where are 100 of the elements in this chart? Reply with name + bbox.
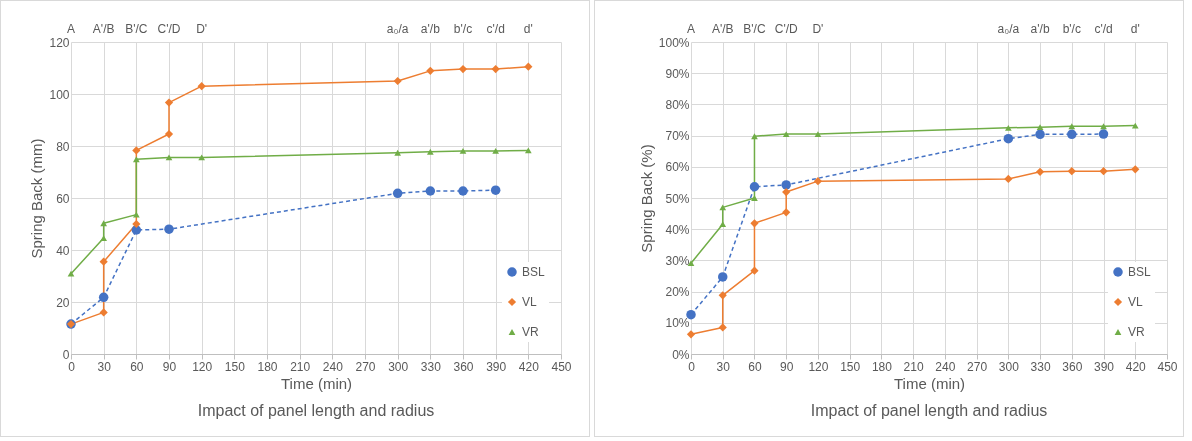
point [491, 64, 500, 74]
text: b'/c [1062, 22, 1081, 36]
point [782, 208, 791, 217]
text: d' [1130, 22, 1140, 36]
text: B'/C [743, 22, 766, 36]
text: a'/b [420, 22, 441, 36]
text: D' [812, 22, 824, 36]
point [750, 219, 759, 228]
x-tick-label: 60 [130, 359, 144, 374]
point [1035, 167, 1045, 176]
y-tick-label: 20% [665, 285, 690, 300]
point [98, 292, 109, 303]
point [1004, 174, 1013, 184]
legend-label: VL [1128, 295, 1143, 309]
y-tick-label: 30% [665, 253, 690, 268]
text: c'/d [486, 22, 505, 36]
x-tick-label: 210 [290, 359, 311, 374]
point [782, 131, 790, 137]
text: B'/C [125, 22, 148, 36]
x-tick-label: 150 [224, 359, 246, 374]
point [1036, 124, 1044, 131]
y-tick-label: 20 [56, 295, 70, 310]
point [1068, 123, 1076, 130]
x-tick-label: 180 [871, 359, 893, 374]
text: a₀/a [997, 22, 1020, 36]
point [458, 186, 468, 196]
y-tick-label: 80% [665, 97, 690, 112]
x-tick-label: 330 [420, 359, 442, 374]
point [782, 187, 791, 197]
point [165, 154, 173, 161]
point [717, 272, 728, 282]
text: A [66, 22, 76, 36]
point [164, 224, 174, 234]
y-tick-label: 60 [56, 191, 70, 206]
x-tick-label: 90 [780, 359, 794, 374]
text: d' [523, 22, 533, 36]
text: Impact of panel length and radius [197, 402, 435, 419]
x-tick-label: 450 [551, 359, 572, 374]
text: Impact of panel length and radius [810, 402, 1048, 419]
point [686, 330, 696, 339]
x-tick-label: 240 [935, 359, 956, 374]
text: b'/c [453, 22, 473, 36]
point [1067, 129, 1077, 140]
x-tick-label: 90 [162, 359, 177, 374]
x-tick-label: 360 [1062, 359, 1083, 374]
x-tick-label: 270 [355, 359, 376, 374]
y-tick-label: 100% [658, 35, 690, 50]
point [459, 148, 467, 154]
point [814, 131, 822, 137]
text: a'/b [1030, 22, 1050, 36]
point [1131, 165, 1140, 174]
point [100, 235, 108, 241]
text: C'/D [157, 22, 181, 36]
point [1131, 122, 1139, 129]
point [99, 257, 108, 266]
point [197, 82, 206, 91]
point [686, 309, 696, 320]
point [524, 62, 533, 71]
text: A'/B [92, 22, 115, 36]
point [393, 76, 402, 86]
point [1098, 129, 1109, 139]
y-axis-title: Spring Back (%) [637, 144, 655, 253]
y-tick-label: 0 [62, 347, 70, 362]
point [426, 148, 434, 155]
x-tick-label: 240 [322, 359, 344, 374]
point [719, 221, 727, 228]
y-tick-label: 100 [49, 87, 70, 102]
y-tick-label: 80 [56, 139, 70, 154]
point [99, 308, 108, 317]
y-tick-label: 60% [665, 160, 690, 175]
y-tick-label: 50% [665, 191, 690, 206]
point [426, 66, 435, 75]
legend-label: VL [522, 295, 537, 309]
x-tick-label: 420 [1125, 359, 1147, 374]
point [1035, 129, 1045, 140]
x-tick-label: 60 [748, 359, 762, 374]
point [490, 185, 501, 195]
point [132, 156, 140, 163]
point [164, 129, 174, 139]
x-tick-label: 30 [716, 359, 731, 374]
point [458, 64, 468, 74]
x-tick-label: 360 [453, 359, 474, 374]
x-tick-label: 210 [903, 359, 924, 374]
x-tick-label: 390 [486, 359, 507, 374]
y-axis-title: Spring Back (mm) [28, 138, 46, 259]
y-tick-label: 10% [665, 316, 690, 331]
point [749, 182, 760, 192]
point [67, 270, 75, 277]
y-tick-label: 70% [665, 129, 690, 144]
text: c'/d [1094, 22, 1113, 36]
point [132, 146, 141, 155]
text: D' [196, 22, 208, 36]
text: a₀/a [386, 22, 409, 36]
text: A'/B [711, 22, 734, 36]
y-tick-label: 40% [665, 222, 690, 237]
y-tick-label: 0% [672, 347, 690, 362]
x-tick-label: 180 [257, 359, 278, 374]
point [813, 177, 823, 186]
x-tick-label: 450 [1157, 359, 1178, 374]
point [394, 149, 402, 156]
